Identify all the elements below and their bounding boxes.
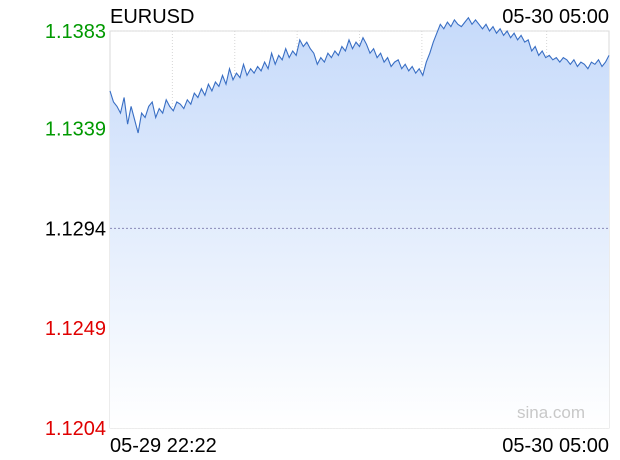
- x-label-start: 05-29 22:22: [110, 435, 217, 457]
- watermark: sina.com: [517, 403, 585, 422]
- y-tick-label: 1.1294: [45, 218, 106, 240]
- y-axis-ticks: 1.1383 1.1339 1.1294 1.1249 1.1204: [45, 21, 106, 440]
- y-tick-label: 1.1383: [45, 21, 106, 43]
- price-line: [109, 16, 610, 134]
- x-label-end: 05-30 05:00: [502, 435, 609, 457]
- chart-timestamp: 05-30 05:00: [502, 6, 609, 28]
- price-area: [110, 17, 609, 428]
- y-tick-label: 1.1249: [45, 318, 106, 340]
- y-tick-label: 1.1339: [45, 119, 106, 141]
- chart-title: EURUSD: [110, 6, 194, 28]
- y-tick-label: 1.1204: [45, 418, 106, 440]
